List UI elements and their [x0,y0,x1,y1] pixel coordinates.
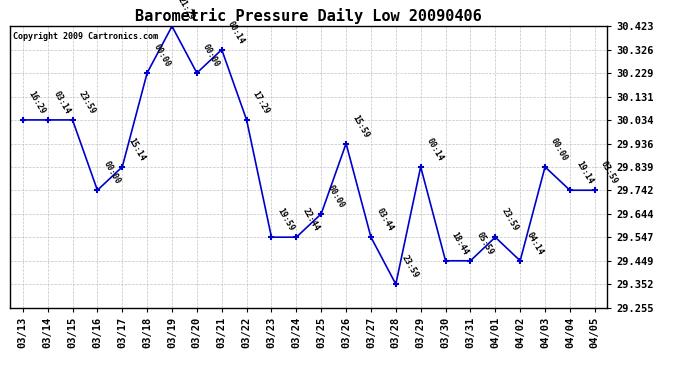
Text: 00:00: 00:00 [151,43,172,69]
Text: 00:00: 00:00 [201,43,221,69]
Text: 23:59: 23:59 [500,207,520,233]
Text: 03:44: 03:44 [375,207,395,233]
Text: 03:59: 03:59 [599,160,619,186]
Text: 23:59: 23:59 [77,90,97,116]
Text: 04:14: 04:14 [524,231,544,256]
Text: 15:14: 15:14 [126,136,147,163]
Text: Copyright 2009 Cartronics.com: Copyright 2009 Cartronics.com [13,32,158,41]
Text: 00:00: 00:00 [326,183,346,210]
Text: 05:59: 05:59 [475,231,495,256]
Text: 16:29: 16:29 [27,90,47,116]
Title: Barometric Pressure Daily Low 20090406: Barometric Pressure Daily Low 20090406 [135,8,482,24]
Text: 00:14: 00:14 [226,19,246,45]
Text: 00:14: 00:14 [425,136,445,163]
Text: 15:59: 15:59 [351,113,371,140]
Text: 22:44: 22:44 [301,207,321,233]
Text: 17:29: 17:29 [250,90,271,116]
Text: 21:29: 21:29 [176,0,197,22]
Text: 18:44: 18:44 [450,231,470,256]
Text: 19:14: 19:14 [574,160,594,186]
Text: 23:59: 23:59 [400,254,420,280]
Text: 00:00: 00:00 [101,160,122,186]
Text: 03:14: 03:14 [52,90,72,116]
Text: 00:00: 00:00 [549,136,569,163]
Text: 19:59: 19:59 [275,207,296,233]
